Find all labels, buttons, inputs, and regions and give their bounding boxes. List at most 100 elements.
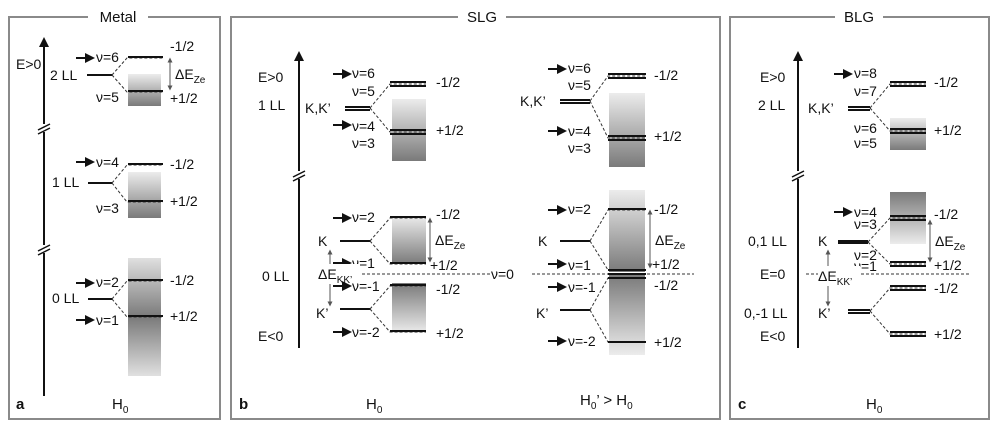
slg-right-spin-2: +1/2 — [654, 128, 682, 144]
metal-spin-6: +1/2 — [170, 308, 198, 324]
metal-spin-1: -1/2 — [170, 38, 194, 54]
slg-energy-top: E>0 — [258, 69, 284, 85]
blg-nu-6: ν=6 — [854, 120, 877, 136]
slg-right-valley-k: K — [538, 233, 548, 249]
panel-blg: BLG E>0 E=0 E<0 2 LL 0,1 LL 0,-1 LL K,K’… — [729, 8, 990, 420]
panel-blg-letter: c — [738, 396, 746, 413]
blg-valley-kp: K’ — [818, 305, 830, 321]
slg-left-spin-6: +1/2 — [436, 325, 464, 341]
slg-left-valley-split: ΔEKK’ — [318, 266, 352, 286]
panel-slg-letter: b — [239, 396, 248, 413]
slg-left-nu-m2: ν=-2 — [352, 324, 380, 340]
metal-spin-2: +1/2 — [170, 90, 198, 106]
metal-hamiltonian: H0 — [112, 396, 129, 416]
slg-right-spin-6: +1/2 — [654, 334, 682, 350]
metal-ll-2: 2 LL — [50, 67, 77, 83]
blg-ll-01: 0,1 LL — [748, 233, 787, 249]
blg-energy-top: E>0 — [760, 69, 786, 85]
metal-nu-4: ν=4 — [96, 154, 119, 170]
slg-right-spin-5: -1/2 — [654, 277, 678, 293]
slg-right-nu-m2: ν=-2 — [568, 333, 596, 349]
slg-right-hamiltonian: H0’ > H0 — [580, 392, 633, 412]
blg-valley-upper: K,K’ — [808, 100, 834, 116]
panel-slg-title: SLG — [467, 9, 497, 26]
slg-right-zeeman: ΔEZe — [655, 232, 686, 252]
slg-right-spin-3: -1/2 — [654, 201, 678, 217]
slg-left-nu-2: ν=2 — [352, 209, 375, 225]
blg-nu-5: ν=5 — [854, 135, 877, 151]
metal-spin-5: -1/2 — [170, 272, 194, 288]
slg-left-spin-4: +1/2 — [430, 257, 458, 273]
blg-spin-6: +1/2 — [934, 326, 962, 342]
slg-right-nu-4: ν=4 — [568, 123, 591, 139]
blg-ll-2: 2 LL — [758, 97, 785, 113]
slg-left-nu-6: ν=6 — [352, 65, 375, 81]
blg-valley-k: K — [818, 233, 828, 249]
metal-nu-3: ν=3 — [96, 200, 119, 216]
slg-right-nu-3: ν=3 — [568, 140, 591, 156]
blg-spin-4: +1/2 — [934, 257, 962, 273]
metal-spin-4: +1/2 — [170, 193, 198, 209]
slg-right-gradient-1ll — [609, 93, 645, 167]
blg-spin-1: -1/2 — [934, 74, 958, 90]
panel-metal: Metal E>0 2 LL -1/2 +1/2 ΔEZe ν=6 ν=5 1 … — [8, 8, 221, 420]
metal-nu-5: ν=5 — [96, 89, 119, 105]
blg-spin-3: -1/2 — [934, 206, 958, 222]
slg-right-spin-1: -1/2 — [654, 67, 678, 83]
slg-right-gradient-0ll-k — [609, 190, 645, 272]
blg-ll-0m1: 0,-1 LL — [744, 305, 788, 321]
slg-left-hamiltonian: H0 — [366, 396, 383, 416]
slg-right-nu-m1: ν=-1 — [568, 279, 596, 295]
metal-nu-1: ν=1 — [96, 312, 119, 328]
slg-left-spin-5: -1/2 — [436, 281, 460, 297]
metal-ll-0: 0 LL — [52, 290, 79, 306]
metal-energy-label: E>0 — [16, 56, 42, 72]
panel-blg-title: BLG — [844, 9, 874, 26]
slg-left-spin-1: -1/2 — [436, 74, 460, 90]
blg-spin-2: +1/2 — [934, 122, 962, 138]
metal-spin-3: -1/2 — [170, 156, 194, 172]
slg-left-gradient-0ll-kp — [392, 283, 426, 333]
slg-left-nu-3: ν=3 — [352, 135, 375, 151]
slg-left-nu-4: ν=4 — [352, 118, 375, 134]
slg-left-valley-kp: K’ — [316, 305, 328, 321]
blg-nu-7: ν=7 — [854, 83, 877, 99]
slg-left-gradient-0ll-k — [392, 216, 426, 264]
slg-right-nu-5: ν=5 — [568, 77, 591, 93]
metal-gradient-1ll — [128, 172, 161, 218]
slg-right-valley-kp: K’ — [536, 305, 548, 321]
blg-hamiltonian: H0 — [866, 396, 883, 416]
slg-energy-bottom: E<0 — [258, 328, 284, 344]
panel-metal-letter: a — [16, 396, 25, 413]
slg-left-nu-5: ν=5 — [352, 83, 375, 99]
slg-right-valley-upper: K,K’ — [520, 93, 546, 109]
panel-slg: SLG E>0 E<0 1 LL 0 LL ν=0 K,K’ -1/2 +1/2… — [230, 8, 721, 420]
blg-spin-5: -1/2 — [934, 280, 958, 296]
slg-right-nu-1: ν=1 — [568, 257, 591, 273]
slg-nu-zero: ν=0 — [491, 266, 514, 282]
slg-left-zeeman: ΔEZe — [435, 232, 466, 252]
slg-left-valley-upper: K,K’ — [305, 100, 331, 116]
slg-left-valley-k: K — [318, 233, 328, 249]
blg-nu-2: ν=2 — [854, 247, 877, 263]
slg-left-nu-m1: ν=-1 — [352, 278, 380, 294]
slg-ll-1: 1 LL — [258, 97, 285, 113]
blg-zeeman: ΔEZe — [935, 233, 966, 253]
blg-energy-zero: E=0 — [760, 266, 786, 282]
slg-right-spin-4: +1/2 — [652, 256, 680, 272]
blg-nu-3: ν=3 — [854, 216, 877, 232]
blg-nu-4: ν=4 — [854, 204, 877, 220]
metal-nu-2: ν=2 — [96, 274, 119, 290]
metal-zeeman-label: ΔEZe — [175, 66, 206, 86]
slg-right-nu-2: ν=2 — [568, 201, 591, 217]
metal-ll-1: 1 LL — [52, 174, 79, 190]
slg-left-spin-2: +1/2 — [436, 122, 464, 138]
panel-metal-title: Metal — [100, 9, 137, 26]
slg-left-spin-3: -1/2 — [436, 206, 460, 222]
metal-nu-6: ν=6 — [96, 49, 119, 65]
panel-slg-frame — [230, 16, 721, 420]
blg-nu-8: ν=8 — [854, 65, 877, 81]
blg-energy-bottom: E<0 — [760, 328, 786, 344]
blg-valley-split: ΔEKK’ — [818, 268, 852, 288]
